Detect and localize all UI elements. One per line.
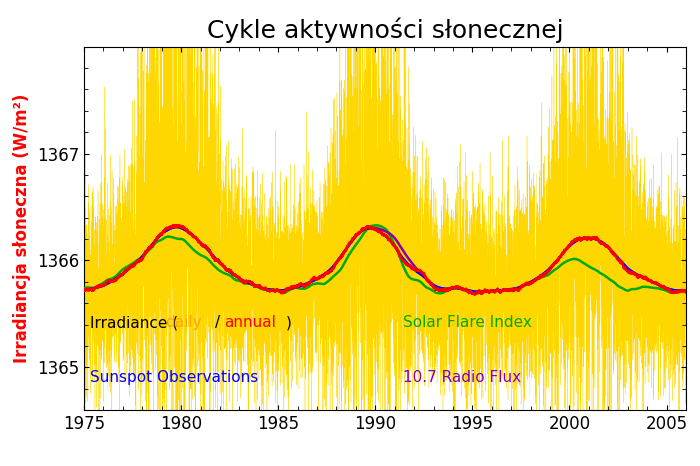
Text: Irradiance (: Irradiance ( <box>90 315 178 330</box>
Y-axis label: Irradiancja słoneczna (W/m²): Irradiancja słoneczna (W/m²) <box>13 94 32 363</box>
Text: annual: annual <box>224 315 276 330</box>
Text: Sunspot Observations: Sunspot Observations <box>90 370 258 384</box>
Text: /: / <box>215 315 220 330</box>
Text: daily: daily <box>165 315 202 330</box>
Title: Cykle aktywności słonecznej: Cykle aktywności słonecznej <box>206 18 564 43</box>
Text: 10.7 Radio Flux: 10.7 Radio Flux <box>403 370 522 384</box>
Text: ): ) <box>286 315 291 330</box>
Text: Solar Flare Index: Solar Flare Index <box>403 315 532 330</box>
